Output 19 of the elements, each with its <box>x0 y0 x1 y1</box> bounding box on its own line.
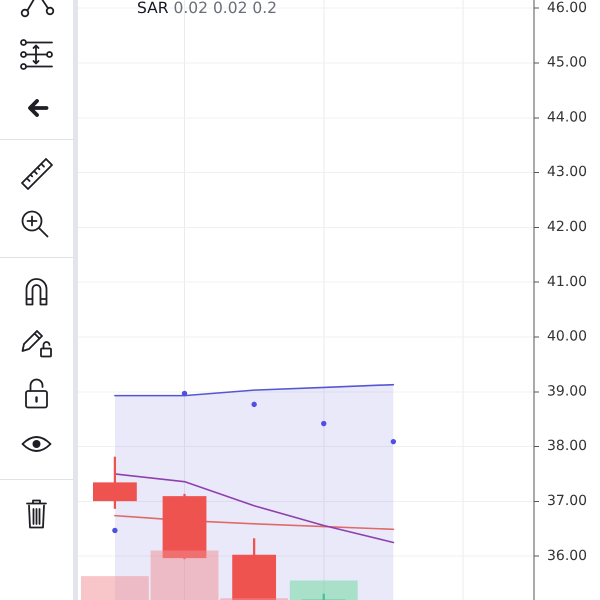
y-tick-label: 44.00 <box>547 109 588 126</box>
y-tick-label: 37.00 <box>547 493 588 510</box>
y-tick-label: 38.00 <box>547 438 588 454</box>
y-tick-label: 43.00 <box>547 164 588 180</box>
candlestick <box>302 594 346 600</box>
point <box>112 528 118 534</box>
point <box>321 420 326 426</box>
point <box>251 402 257 408</box>
y-tick-label: 41.00 <box>547 274 588 290</box>
y-tick-label: 40.00 <box>547 328 588 345</box>
y-tick-label: 36.00 <box>547 548 588 564</box>
y-tick-label: 42.00 <box>547 219 588 236</box>
annotation: SAR <box>137 0 168 17</box>
y-tick-label: 46.00 <box>547 0 588 16</box>
y-tick-label: 45.00 <box>547 54 588 71</box>
point <box>182 390 188 396</box>
annotation: 0.02 0.02 0.2 <box>174 0 278 17</box>
y-tick-label: 39.00 <box>547 383 588 400</box>
point <box>390 438 396 444</box>
